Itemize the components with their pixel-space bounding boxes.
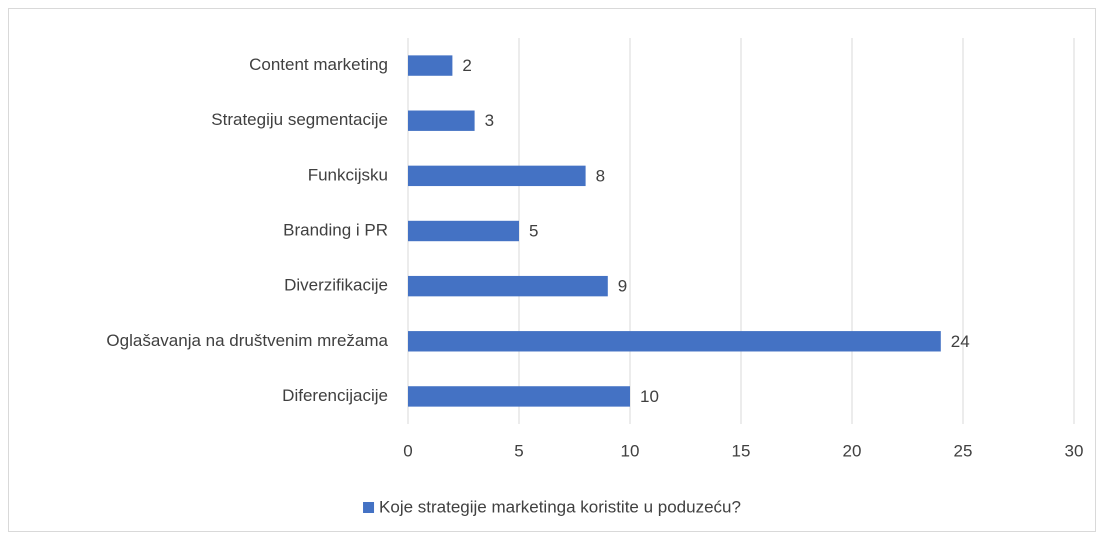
data-label: 10	[640, 387, 659, 406]
data-label: 2	[462, 56, 471, 75]
data-label: 5	[529, 221, 538, 240]
x-tick-label: 5	[514, 441, 523, 460]
chart-border	[8, 8, 1096, 532]
bar	[408, 165, 586, 187]
legend-label: Koje strategije marketinga koristite u p…	[379, 497, 741, 516]
y-tick-label: Oglašavanja na društvenim mrežama	[106, 331, 388, 350]
data-label: 9	[618, 277, 627, 296]
bar	[408, 275, 608, 297]
x-tick-label: 20	[843, 441, 862, 460]
bar	[408, 55, 453, 76]
bar	[408, 331, 941, 352]
bar	[408, 386, 630, 407]
x-tick-label: 0	[403, 441, 412, 460]
x-tick-label: 25	[954, 441, 973, 460]
bar	[408, 110, 475, 131]
y-tick-label: Content marketing	[249, 55, 388, 74]
x-tick-label: 15	[732, 441, 751, 460]
data-label: 8	[596, 166, 605, 185]
y-tick-label: Branding i PR	[283, 220, 388, 239]
data-label: 24	[951, 332, 970, 351]
x-tick-label: 30	[1065, 441, 1084, 460]
bar	[408, 220, 519, 242]
legend-swatch	[363, 502, 375, 513]
y-tick-label: Diferencijacije	[282, 386, 388, 405]
data-label: 3	[485, 111, 494, 130]
y-tick-label: Diverzifikacije	[284, 276, 388, 295]
y-tick-label: Funkcijsku	[308, 165, 388, 184]
y-tick-label: Strategiju segmentacije	[211, 110, 388, 129]
x-tick-label: 10	[621, 441, 640, 460]
